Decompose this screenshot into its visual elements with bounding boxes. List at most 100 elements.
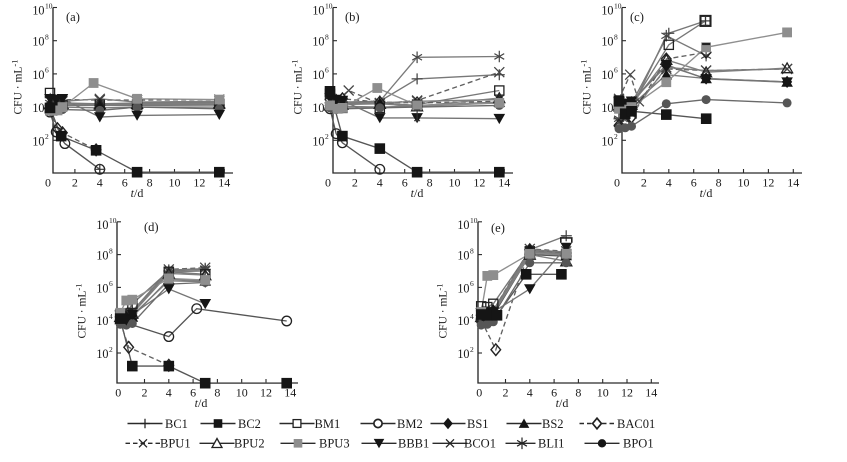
svg-text:10: 10 [32,134,44,148]
svg-text:10: 10 [325,2,333,11]
svg-text:t/d: t/d [700,186,713,200]
svg-text:4: 4 [377,176,383,190]
svg-text:4: 4 [470,312,474,321]
svg-text:(d): (d) [144,220,159,234]
svg-text:BS1: BS1 [467,417,489,431]
svg-text:10: 10 [597,386,609,400]
svg-text:10: 10 [96,218,108,232]
svg-text:10: 10 [169,176,181,190]
svg-text:(b): (b) [345,10,360,24]
svg-text:14: 14 [284,386,296,400]
svg-text:10: 10 [601,101,613,115]
svg-text:CFU · mL-1: CFU · mL-1 [579,59,594,114]
svg-text:8: 8 [109,246,113,255]
svg-text:10: 10 [312,134,324,148]
svg-text:0: 0 [325,176,331,190]
svg-text:10: 10 [96,281,108,295]
svg-text:10: 10 [96,314,108,328]
svg-text:BCO1: BCO1 [464,437,496,451]
svg-text:10: 10 [601,35,613,49]
svg-text:t/d: t/d [131,186,144,200]
svg-text:BPU3: BPU3 [319,437,350,451]
svg-text:BLI1: BLI1 [538,437,564,451]
svg-text:10: 10 [312,101,324,115]
svg-text:CFU · mL-1: CFU · mL-1 [435,283,450,338]
svg-text:6: 6 [402,176,408,190]
svg-text:10: 10 [738,176,750,190]
svg-text:8: 8 [147,176,153,190]
svg-text:10: 10 [45,2,53,11]
svg-text:10: 10 [109,216,117,225]
svg-text:10: 10 [457,218,469,232]
svg-text:0: 0 [476,386,482,400]
svg-text:2: 2 [325,132,329,141]
svg-text:2: 2 [470,345,474,354]
svg-text:CFU · mL-1: CFU · mL-1 [290,59,305,114]
svg-text:BPU1: BPU1 [160,437,191,451]
svg-text:BBB1: BBB1 [398,437,429,451]
svg-text:2: 2 [109,345,113,354]
svg-text:10: 10 [96,347,108,361]
svg-text:6: 6 [470,279,474,288]
svg-text:10: 10 [601,4,613,18]
svg-text:(e): (e) [491,221,505,235]
svg-text:t/d: t/d [411,186,424,200]
svg-text:4: 4 [166,386,172,400]
svg-text:t/d: t/d [556,396,569,410]
svg-text:6: 6 [691,176,697,190]
svg-text:BM1: BM1 [315,417,341,431]
svg-text:6: 6 [122,176,128,190]
svg-text:6: 6 [551,386,557,400]
svg-text:10: 10 [457,281,469,295]
svg-text:10: 10 [312,4,324,18]
svg-text:CFU · mL-1: CFU · mL-1 [74,283,89,338]
svg-text:6: 6 [109,279,113,288]
svg-text:8: 8 [214,386,220,400]
svg-text:10: 10 [601,68,613,82]
svg-text:8: 8 [470,246,474,255]
svg-text:10: 10 [457,249,469,263]
svg-text:BPO1: BPO1 [623,437,654,451]
svg-text:10: 10 [32,4,44,18]
svg-text:10: 10 [96,249,108,263]
svg-text:BS2: BS2 [542,417,564,431]
svg-text:6: 6 [190,386,196,400]
svg-text:8: 8 [427,176,433,190]
svg-text:4: 4 [666,176,672,190]
svg-text:2: 2 [142,386,148,400]
svg-text:t/d: t/d [195,396,208,410]
svg-text:10: 10 [236,386,248,400]
svg-text:14: 14 [787,176,799,190]
svg-text:0: 0 [115,386,121,400]
svg-text:14: 14 [218,176,230,190]
svg-text:4: 4 [97,176,103,190]
svg-text:10: 10 [470,216,478,225]
svg-text:10: 10 [601,134,613,148]
svg-text:2: 2 [641,176,647,190]
svg-text:10: 10 [32,68,44,82]
svg-text:10: 10 [32,35,44,49]
svg-text:BC2: BC2 [238,417,261,431]
svg-text:10: 10 [449,176,461,190]
svg-text:2: 2 [614,132,618,141]
svg-text:2: 2 [72,176,78,190]
svg-text:4: 4 [527,386,533,400]
svg-text:0: 0 [614,176,620,190]
svg-text:12: 12 [260,386,272,400]
svg-text:6: 6 [614,66,618,75]
svg-text:14: 14 [498,176,510,190]
svg-text:2: 2 [352,176,358,190]
svg-text:10: 10 [457,314,469,328]
svg-text:10: 10 [32,101,44,115]
svg-text:10: 10 [312,68,324,82]
svg-text:2: 2 [45,132,49,141]
svg-text:8: 8 [325,33,329,42]
svg-text:BM2: BM2 [397,417,423,431]
svg-text:12: 12 [621,386,633,400]
svg-text:8: 8 [575,386,581,400]
svg-text:4: 4 [109,312,113,321]
svg-text:0: 0 [45,176,51,190]
svg-text:10: 10 [614,2,622,11]
svg-text:BPU2: BPU2 [234,437,265,451]
svg-text:6: 6 [325,66,329,75]
